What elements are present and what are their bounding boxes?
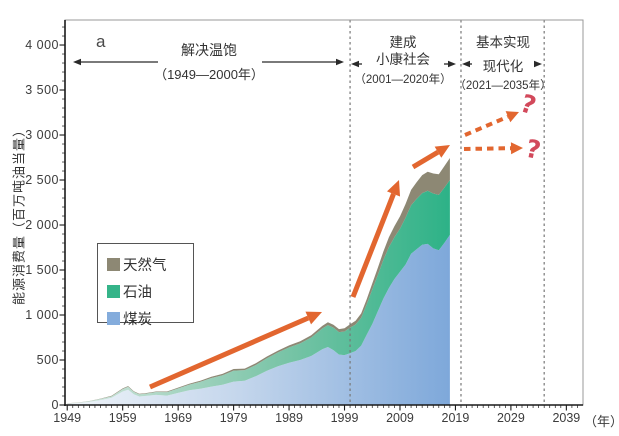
period-3-title-line1: 基本实现	[476, 35, 530, 50]
x-tick-label-1949: 1949	[53, 411, 82, 425]
coal-area	[67, 234, 450, 405]
period-3-range: （2021—2035年）	[454, 80, 552, 92]
legend-label-gas: 天然气	[123, 258, 167, 274]
axes-and-ticks	[59, 19, 584, 411]
coal-swatch-icon	[107, 312, 120, 325]
period-2-title-line1: 建成	[389, 35, 417, 50]
period-1-range: （1949—2000年）	[154, 67, 264, 82]
y-tick-label-1000: 1 000	[25, 308, 59, 322]
oil-swatch-icon	[107, 285, 120, 298]
y-tick-label-0: 0	[51, 398, 59, 412]
y-tick-label-4000: 4 000	[25, 38, 59, 53]
y-tick-label-3500: 3 500	[25, 83, 59, 98]
period-3-annotation: 基本实现 现代化 （2021—2035年）	[454, 34, 552, 93]
y-tick-label-1500: 1 500	[25, 263, 59, 277]
trend-arrows	[149, 111, 523, 390]
period-3-left-arrowhead	[462, 60, 470, 68]
oil-area	[67, 180, 450, 404]
legend-label-coal: 煤炭	[123, 312, 152, 328]
milestone-dashed-lines	[349, 20, 545, 405]
period-1-right-arrowhead	[336, 58, 344, 66]
gas-area	[67, 158, 450, 404]
period-3-right-arrowhead	[534, 60, 542, 68]
period-2-annotation: 建成 小康社会 （2001—2020年）	[352, 34, 454, 87]
legend-item-gas: 天然气	[107, 251, 193, 278]
trend-arrow-2013-2019	[411, 145, 450, 170]
legend-item-coal: 煤炭	[107, 305, 193, 332]
y-tick-label-2500: 2 500	[25, 173, 59, 187]
period-2-title-line2: 小康社会	[376, 52, 430, 67]
x-tick-label-2009: 2009	[386, 411, 414, 425]
legend-label-oil: 石油	[123, 285, 152, 301]
legend-box: 天然气 石油 煤炭	[97, 243, 194, 328]
period-1-title: 解决温饱	[181, 42, 237, 58]
x-axis-unit-label: （年）	[584, 414, 619, 429]
x-tick-label-2029: 2029	[496, 411, 525, 425]
stacked-areas	[67, 158, 450, 405]
period-dimension-arrows	[73, 58, 542, 68]
x-tick-label-1979: 1979	[219, 411, 248, 425]
y-tick-label-3000: 3 000	[25, 128, 59, 142]
y-tick-label-500: 500	[36, 353, 59, 367]
x-tick-label-1989: 1989	[275, 411, 303, 425]
forecast-arrow-rising	[464, 111, 519, 137]
trend-arrow-2001-2013	[350, 180, 401, 298]
gas-swatch-icon	[107, 258, 120, 271]
panel-label: a	[96, 32, 106, 51]
period-2-right-arrowhead	[448, 60, 456, 68]
legend-item-oil: 石油	[107, 278, 193, 305]
period-3-title-line2: 现代化	[482, 59, 524, 74]
x-tick-label-2019: 2019	[441, 411, 470, 425]
forecast-arrow-flat	[463, 142, 523, 155]
period-1-left-arrowhead	[73, 58, 81, 66]
x-tick-label-1959: 1959	[108, 411, 137, 425]
x-tick-label-2039: 2039	[552, 411, 581, 425]
x-tick-label-1999: 1999	[330, 411, 359, 425]
period-2-left-arrowhead	[351, 60, 359, 68]
trend-arrow-1949-2000	[149, 311, 322, 390]
period-1-annotation: 解决温饱 （1949—2000年）	[124, 42, 294, 83]
y-tick-label-2000: 2 000	[25, 218, 59, 232]
period-2-range: （2001—2020年）	[354, 74, 452, 86]
y-axis-title: 能源消费量（百万吨油当量）	[11, 122, 27, 306]
x-tick-label-1969: 1969	[164, 411, 193, 425]
